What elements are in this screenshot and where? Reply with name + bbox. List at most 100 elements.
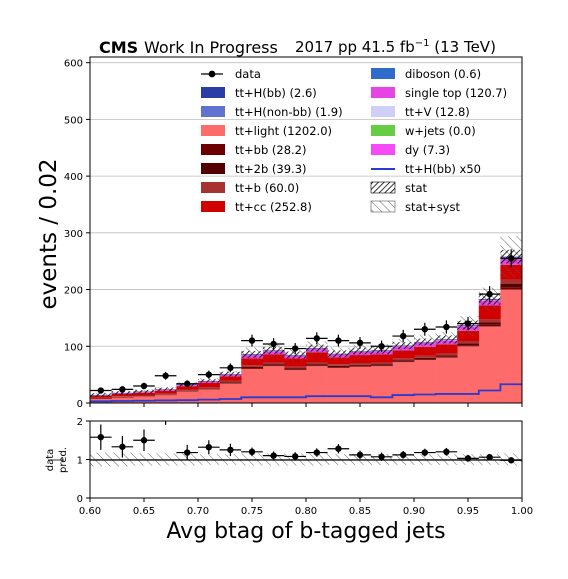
stack-bar-tt_light bbox=[327, 367, 350, 403]
lumi-label: 2017 pp 41.5 fb−1 (13 TeV) bbox=[295, 38, 496, 56]
stack-bar-tt_cc bbox=[154, 390, 177, 394]
data-point bbox=[227, 364, 234, 372]
data-point bbox=[248, 337, 256, 344]
ratio-panel: 0 1 2 0.60 0.65 0.70 0.75 0.80 0.85 0.90 0.95 1.00… bbox=[45, 417, 533, 544]
ratio-point bbox=[184, 449, 191, 456]
stack-bar-tt_b bbox=[198, 387, 220, 389]
stack-bar-tt_bb bbox=[392, 361, 415, 363]
ratio-x-tick-label: 0.80 bbox=[295, 506, 317, 517]
legend: data tt+H(bb) (2.6) tt+H(non-bb) (1.9) tt+l… bbox=[201, 67, 507, 214]
main-x-ticks bbox=[89, 403, 523, 407]
legend-label: tt+bb (28.2) bbox=[235, 143, 307, 157]
main-panel: 0 100 200 300 400 500 600 events / 0.02 bbox=[36, 56, 523, 410]
ratio-point bbox=[140, 437, 148, 444]
stat-band bbox=[154, 387, 177, 391]
stat-band bbox=[435, 335, 458, 344]
legend-label: stat bbox=[405, 181, 428, 195]
ratio-point bbox=[270, 452, 277, 459]
ratio-x-tick-label: 0.65 bbox=[133, 506, 155, 517]
data-points bbox=[90, 249, 522, 394]
ratio-point bbox=[227, 446, 234, 454]
stack-bar-tt_cc bbox=[262, 354, 285, 363]
signal-line bbox=[90, 383, 522, 403]
legend-label: tt+H(bb) (2.6) bbox=[235, 86, 317, 100]
ratio-point bbox=[421, 449, 428, 456]
stack-bar-tt_b bbox=[349, 363, 372, 365]
ratio-point bbox=[205, 443, 212, 451]
stat-band bbox=[284, 351, 306, 359]
legend-label: tt+light (1202.0) bbox=[235, 124, 332, 138]
main-y-ticks: 0 100 200 300 400 500 600 bbox=[64, 59, 90, 410]
stack-bar-tt_b bbox=[392, 358, 415, 361]
legend-label: single top (120.7) bbox=[405, 86, 507, 100]
stack-bar-tt_2b bbox=[500, 283, 523, 288]
ratio-point bbox=[400, 451, 407, 459]
stack-bar-tt_light bbox=[349, 366, 372, 403]
stack-bar-tt_b bbox=[370, 362, 393, 365]
legend-swatch-ttV bbox=[371, 106, 395, 117]
data-point bbox=[97, 387, 105, 394]
stack-bar-tt_light bbox=[392, 362, 415, 403]
stat-band bbox=[414, 338, 436, 346]
stat-band bbox=[262, 346, 285, 354]
stack-bar-tt_cc bbox=[457, 330, 480, 342]
stat-band bbox=[349, 347, 371, 355]
stack-bar-tt_2b bbox=[241, 366, 264, 369]
stack-bar-tt_cc bbox=[198, 382, 220, 388]
data-point bbox=[356, 339, 364, 347]
legend-swatch-ttH_bb bbox=[201, 87, 225, 98]
stack-bar-tt_bb bbox=[370, 365, 393, 367]
stack-bar-tt_bb bbox=[435, 356, 458, 358]
stack-bar-tt_cc bbox=[392, 350, 415, 359]
ratio-y-tick-label: 0 bbox=[77, 494, 83, 505]
stack-bar-tt_light bbox=[133, 396, 156, 403]
legend-stat-swatch bbox=[370, 181, 396, 194]
ratio-y-label-bottom: pred. bbox=[58, 447, 69, 473]
ratio-points bbox=[90, 421, 522, 464]
x-axis-label: Avg btag of b-tagged jets bbox=[166, 519, 445, 544]
legend-label: w+jets (0.0) bbox=[405, 124, 476, 138]
stack-bar-tt_light bbox=[219, 383, 242, 403]
data-point bbox=[464, 320, 472, 327]
ratio-x-tick-label: 0.95 bbox=[457, 506, 479, 517]
ratio-point bbox=[356, 451, 364, 459]
stat-band bbox=[241, 350, 263, 358]
data-point bbox=[313, 335, 320, 342]
stack-bar-tt_2b bbox=[284, 368, 307, 370]
ratio-point bbox=[464, 455, 472, 462]
stack-bar-tt_2b bbox=[219, 382, 242, 384]
legend-swatch-tt_light bbox=[201, 125, 225, 136]
ratio-x-tick-label: 0.75 bbox=[241, 506, 263, 517]
legend-swatch-single_top bbox=[371, 87, 395, 98]
stack-bar-tt_b bbox=[457, 341, 480, 344]
stat-band bbox=[219, 371, 242, 377]
stack-bar-tt_2b bbox=[198, 388, 220, 389]
stack-bar-tt_light bbox=[435, 357, 458, 403]
stack-bar-tt_bb bbox=[414, 358, 436, 360]
stack-bar-tt_b bbox=[262, 362, 285, 365]
stack-bar-tt_bb bbox=[457, 345, 480, 347]
main-y-tick-label: 300 bbox=[64, 229, 83, 240]
stack-bar-tt_cc bbox=[435, 344, 458, 354]
data-point bbox=[270, 340, 277, 348]
legend-data-marker bbox=[208, 70, 216, 78]
stack-bar-tt_b bbox=[306, 362, 328, 365]
ratio-point bbox=[335, 445, 342, 452]
stack-bar-tt_light bbox=[154, 395, 177, 403]
stack-bar-tt_b bbox=[154, 393, 177, 395]
data-point bbox=[162, 372, 169, 379]
stack-bar-tt_bb bbox=[500, 287, 523, 290]
stack-bar-tt_cc bbox=[414, 346, 436, 356]
stack-bar-tt_b bbox=[133, 395, 156, 396]
legend-label: tt+H(non-bb) (1.9) bbox=[235, 105, 343, 119]
ratio-point bbox=[313, 449, 320, 456]
main-grid bbox=[90, 62, 522, 404]
stack-bar-tt_b bbox=[241, 365, 264, 367]
main-y-axis-label: events / 0.02 bbox=[36, 158, 62, 309]
stack-bar-tt_b bbox=[219, 380, 242, 383]
ratio-point bbox=[119, 443, 126, 450]
stack-bar-tt_cc bbox=[219, 376, 242, 381]
stack-bar-tt_light bbox=[176, 391, 199, 403]
stack-bar-tt_cc bbox=[284, 358, 307, 367]
